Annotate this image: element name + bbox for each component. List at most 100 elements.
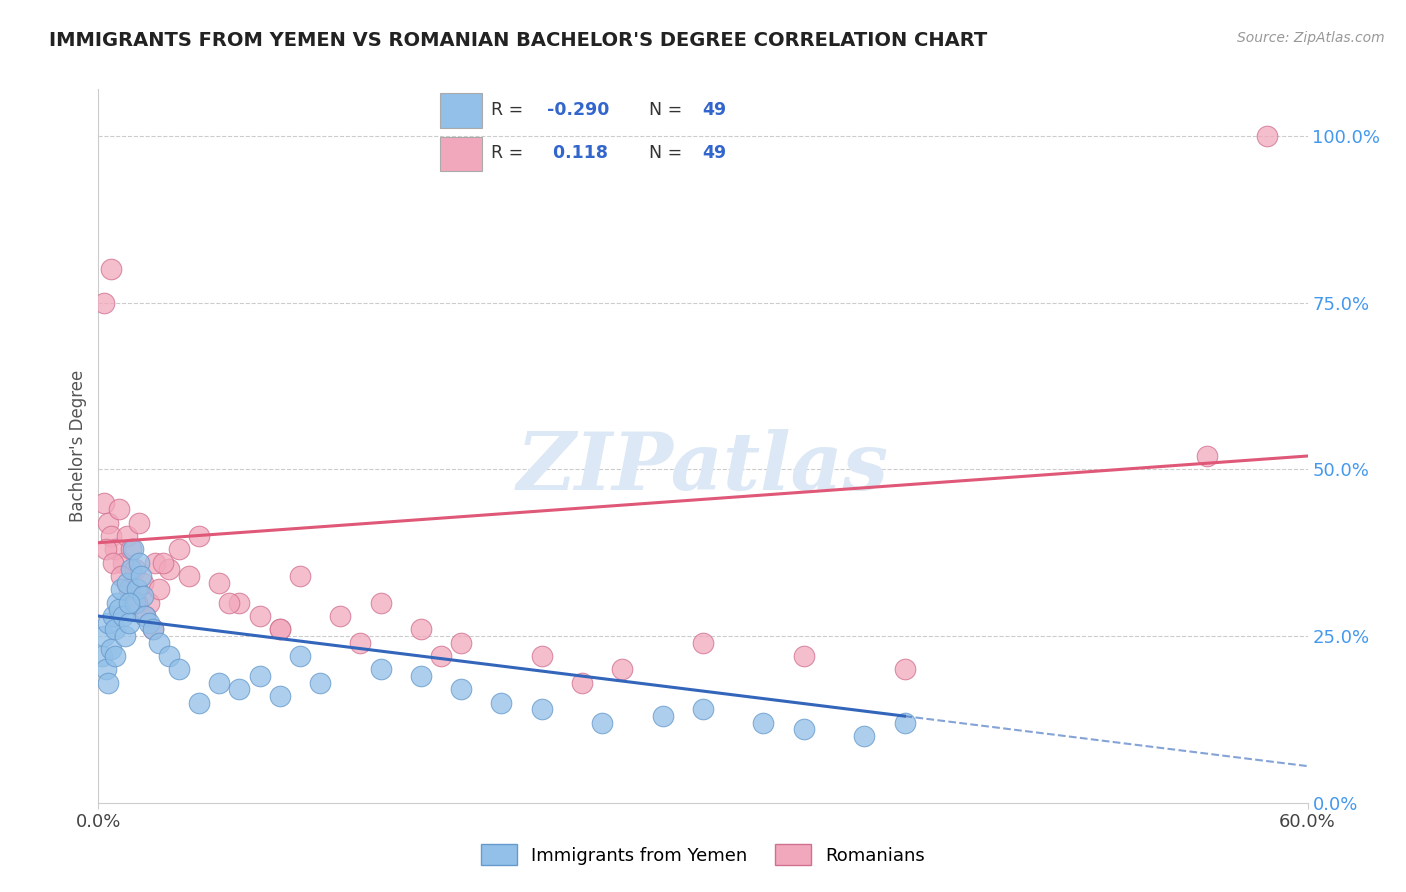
Point [97,615,120,630]
Point [157,562,180,576]
Point [134,609,156,624]
Point [152,556,174,570]
Point [101,609,124,624]
Point [118,582,141,597]
Point [134,609,156,624]
Point [103,649,125,664]
Point [148,636,170,650]
Point [110,569,132,583]
Point [157,649,180,664]
Point [612,662,634,676]
Point [124,562,146,576]
Text: -0.290: -0.290 [547,101,609,119]
Text: IMMIGRANTS FROM YEMEN VS ROMANIAN BACHELOR'S DEGREE CORRELATION CHART: IMMIGRANTS FROM YEMEN VS ROMANIAN BACHEL… [49,31,987,50]
Point [91,649,114,664]
Point [269,623,291,637]
Point [179,569,201,583]
Point [93,496,115,510]
Point [138,596,160,610]
Point [208,575,231,590]
Point [115,575,138,590]
Point [118,596,141,610]
Point [142,623,165,637]
Point [138,615,160,630]
Point [793,723,815,737]
Point [249,609,271,624]
Point [129,569,152,583]
Point [101,556,124,570]
Point [97,516,120,530]
Point [128,516,150,530]
Point [115,529,138,543]
Point [128,556,150,570]
Point [218,596,240,610]
Text: N =: N = [650,101,682,119]
Point [530,702,553,716]
Point [269,689,291,703]
Point [188,696,211,710]
Point [188,529,211,543]
Point [118,615,141,630]
Text: 49: 49 [702,145,727,162]
Point [370,596,392,610]
Point [105,596,128,610]
Point [692,702,714,716]
Point [571,675,593,690]
Point [110,582,132,597]
Point [96,662,118,676]
Text: R =: R = [492,145,523,162]
Point [107,602,129,616]
Point [692,636,714,650]
Point [97,675,120,690]
Point [103,623,125,637]
Point [103,542,125,557]
Point [853,729,876,743]
Point [167,662,190,676]
Point [114,629,136,643]
Point [1256,128,1278,143]
Point [121,542,143,557]
Point [132,575,155,590]
Point [143,556,166,570]
Point [125,596,148,610]
FancyBboxPatch shape [440,136,482,171]
Point [120,542,142,557]
Point [249,669,271,683]
Point [228,596,250,610]
Text: Source: ZipAtlas.com: Source: ZipAtlas.com [1237,31,1385,45]
Point [349,636,371,650]
Point [111,556,134,570]
Point [409,669,432,683]
Y-axis label: Bachelor's Degree: Bachelor's Degree [69,370,87,522]
Point [288,569,311,583]
Point [530,649,553,664]
Point [93,629,115,643]
Point [228,682,250,697]
Point [93,295,115,310]
Point [96,542,118,557]
Point [288,649,311,664]
Text: 49: 49 [702,101,727,119]
Point [450,682,472,697]
Text: ZIPatlas: ZIPatlas [517,429,889,506]
Text: N =: N = [650,145,682,162]
Point [100,529,122,543]
Point [269,623,291,637]
Point [111,609,134,624]
Point [450,636,472,650]
Point [491,696,513,710]
Point [430,649,453,664]
Point [167,542,190,557]
Point [142,623,165,637]
Point [132,589,155,603]
Point [125,582,148,597]
Point [793,649,815,664]
Point [100,262,122,277]
Point [591,715,613,730]
Point [752,715,775,730]
Point [651,709,673,723]
Point [100,642,122,657]
Point [120,562,142,576]
Point [893,715,915,730]
Point [370,662,392,676]
